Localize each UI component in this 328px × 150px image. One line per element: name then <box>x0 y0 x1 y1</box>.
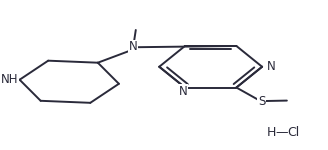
Text: NH: NH <box>1 73 18 86</box>
Text: N: N <box>179 85 188 98</box>
Text: S: S <box>258 95 265 108</box>
Text: H: H <box>267 126 277 139</box>
Text: N: N <box>266 60 275 73</box>
Text: N: N <box>129 40 137 53</box>
Text: —: — <box>275 126 288 139</box>
Text: Cl: Cl <box>287 126 299 139</box>
